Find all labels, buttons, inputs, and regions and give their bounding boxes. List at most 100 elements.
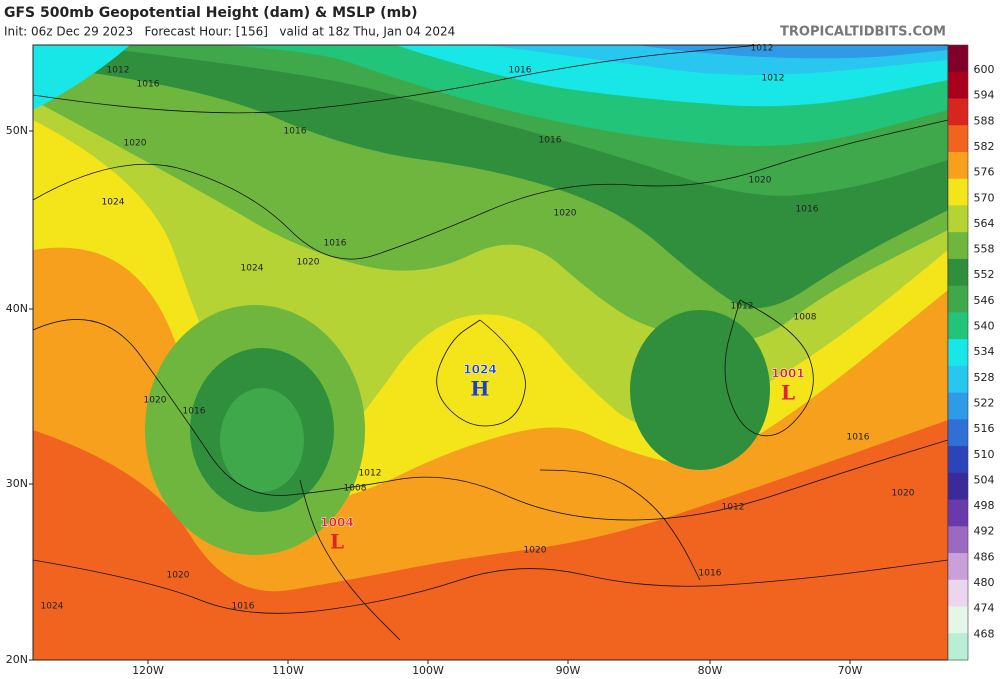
colorbar-label: 510 (974, 448, 995, 461)
colorbar-label: 588 (974, 114, 995, 127)
colorbar-swatch (948, 499, 968, 527)
isobar-line (33, 119, 948, 260)
center-symbol: H (471, 377, 490, 401)
isobar-label: 1012 (722, 503, 745, 513)
isobar-label: 1024 (41, 602, 64, 612)
isobar-label: 1020 (524, 546, 547, 556)
colorbar-label: 570 (974, 191, 995, 204)
isobar-label: 1020 (297, 258, 320, 268)
colorbar-swatch (948, 472, 968, 501)
isobar-label: 1020 (124, 139, 147, 149)
colorbar-swatch (948, 446, 968, 474)
isobar-label: 1016 (796, 205, 819, 215)
isobar-label: 1016 (324, 239, 347, 249)
isobar-label: 1024 (102, 198, 125, 208)
isobar-label: 1016 (847, 433, 870, 443)
colorbar-label: 600 (974, 63, 995, 76)
colorbar-label: 576 (974, 166, 995, 179)
isobar-label: 1012 (107, 66, 130, 76)
isobar-label: 1016 (183, 407, 206, 417)
colorbar-label: 468 (974, 627, 995, 640)
colorbar-swatch (948, 553, 968, 581)
lat-label: 20N (6, 653, 28, 666)
colorbar-label: 558 (974, 243, 995, 256)
colorbar-frame (947, 44, 969, 661)
colorbar-swatch (948, 312, 968, 340)
map-subtitle: Init: 06z Dec 29 2023 Forecast Hour: [15… (4, 25, 455, 39)
colorbar-label: 522 (974, 396, 995, 409)
height-band (635, 45, 948, 59)
map-area (33, 45, 948, 660)
colorbar-label: 528 (974, 371, 995, 384)
colorbar-label: 474 (974, 602, 995, 615)
isobar-label: 1012 (359, 469, 382, 479)
isobar-label: 1008 (344, 484, 367, 494)
isobar-label: 1016 (539, 136, 562, 146)
map-title: GFS 500mb Geopotential Height (dam) & MS… (4, 5, 418, 21)
isobar-label: 1024 (241, 264, 264, 274)
colorbar-swatch (948, 579, 968, 608)
colorbar-label: 564 (974, 217, 995, 230)
colorbar-label: 486 (974, 550, 995, 563)
height-band (630, 310, 770, 470)
lat-label: 50N (6, 124, 28, 137)
height-band (33, 45, 130, 110)
lon-label: 80W (698, 664, 723, 677)
colorbar-label: 516 (974, 422, 995, 435)
isobar-line (436, 319, 526, 427)
lon-label: 90W (556, 664, 581, 677)
center-pressure: 1024 (463, 363, 496, 377)
colorbar-label: 492 (974, 525, 995, 538)
center-symbol: L (781, 381, 795, 405)
colorbar-swatch (948, 125, 968, 153)
isobar-label: 1020 (144, 396, 167, 406)
colorbar-label: 498 (974, 499, 995, 512)
colorbar-swatch (948, 392, 968, 420)
colorbar-swatch (948, 71, 968, 99)
colorbar-label: 504 (974, 473, 995, 486)
site-credit: TROPICALTIDBITS.COM (780, 25, 946, 40)
isobar-line (724, 299, 814, 437)
colorbar-swatch (948, 45, 968, 73)
isobar-label: 1016 (699, 569, 722, 579)
isobar-label: 1008 (794, 313, 817, 323)
colorbar-swatch (948, 285, 968, 313)
isobar-label: 1020 (892, 489, 915, 499)
isobar-label: 1012 (751, 44, 774, 54)
center-symbol: L (330, 530, 344, 554)
isobar-line (33, 559, 948, 614)
isobar-line (299, 479, 401, 641)
isobar-label: 1012 (731, 302, 754, 312)
colorbar-swatch (948, 178, 968, 206)
colorbar-swatch (948, 258, 968, 287)
isobar-label: 1012 (762, 74, 785, 84)
isobar-line (539, 469, 701, 581)
colorbar-swatch (948, 151, 968, 180)
height-band (220, 388, 304, 492)
colorbar-swatch (948, 365, 968, 394)
colorbar-label: 552 (974, 268, 995, 281)
colorbar-swatch (948, 205, 968, 233)
colorbar-swatch (948, 98, 968, 126)
isobar-label: 1016 (284, 127, 307, 137)
colorbar-label: 594 (974, 89, 995, 102)
map-overlay: 50N 40N 30N 20N 120W 110W 100W 90W 80W 70W 1012 101… (6, 44, 995, 678)
colorbar-label: 540 (974, 320, 995, 333)
isobar-label: 1020 (749, 176, 772, 186)
isobar-line (33, 45, 761, 114)
isobar-label: 1020 (554, 209, 577, 219)
center-pressure: 1004 (320, 516, 353, 530)
colorbar-swatch (948, 232, 968, 260)
colorbar-label: 480 (974, 576, 995, 589)
colorbar-swatch (948, 526, 968, 554)
colorbar-swatch (948, 633, 968, 661)
colorbar-label: 582 (974, 140, 995, 153)
colorbar-label: 534 (974, 345, 995, 358)
colorbar-swatch (948, 419, 968, 447)
lon-label: 110W (272, 664, 304, 677)
isobar-label: 1020 (167, 571, 190, 581)
lat-label: 30N (6, 477, 28, 490)
lat-label: 40N (6, 302, 28, 315)
colorbar-swatch (948, 606, 968, 634)
